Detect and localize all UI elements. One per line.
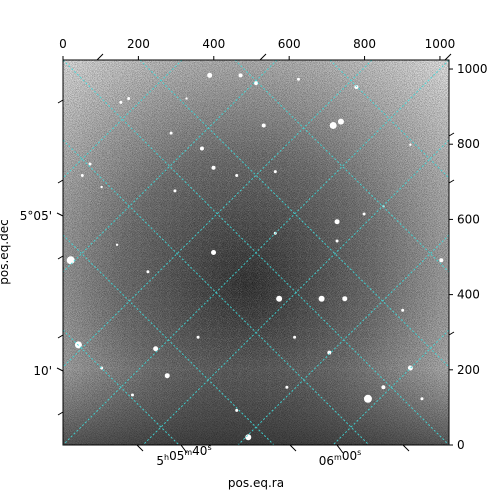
source-3 [296, 77, 300, 81]
source-18 [173, 189, 177, 193]
source-35 [196, 335, 200, 339]
right-tick-label-5: 1000 [457, 62, 488, 76]
right-grid-tick-0 [448, 132, 455, 137]
source-17 [235, 174, 239, 177]
ra-axis: 5h05m40s 06m00s [96, 53, 452, 468]
source-28 [115, 243, 119, 246]
grid-line-8 [142, 139, 449, 445]
source-27 [146, 270, 150, 274]
grid-line-10 [332, 329, 449, 445]
top-tick-label-1: 200 [127, 37, 150, 51]
source-31 [342, 296, 348, 302]
ra-minor-tick-1 [259, 53, 267, 61]
dec-axis: 5°05' 10' [20, 99, 455, 416]
x-axis-label: pos.eq.ra [228, 476, 284, 490]
source-8 [337, 118, 344, 125]
coordinate-grid [63, 60, 449, 445]
source-13 [273, 170, 277, 174]
top-tick-label-0: 0 [59, 37, 67, 51]
source-33 [153, 346, 159, 352]
source-39 [285, 385, 289, 389]
dec-minor-tick-3 [57, 334, 64, 339]
source-6 [127, 97, 131, 100]
dec-minor-tick-4 [57, 411, 64, 416]
dec-tick-label-0: 5°05' [20, 209, 52, 223]
grid-line-3 [63, 329, 180, 445]
plot-frame [62, 59, 450, 446]
top-tick-label-2: 400 [202, 37, 225, 51]
ra-tick-label-1: 06m00s [319, 448, 362, 468]
source-12 [211, 165, 216, 170]
right-tick-label-2: 400 [457, 288, 480, 302]
top-tick-label-5: 1000 [425, 37, 456, 51]
y-axis-label: pos.eq.dec [0, 219, 11, 284]
ra-minor-tick-2 [444, 53, 452, 61]
ra-tick-0 [180, 444, 188, 454]
dec-tick-1 [56, 367, 64, 372]
source-16 [100, 185, 103, 189]
source-26 [335, 239, 339, 243]
ra-minor-tick-3 [136, 444, 144, 452]
source-24 [211, 250, 217, 255]
right-tick-label-1: 200 [457, 363, 480, 377]
source-46 [293, 335, 297, 339]
dec-tick-label-1: 10' [33, 364, 52, 378]
grid-line-9 [237, 234, 449, 445]
source-34 [327, 350, 332, 355]
dec-minor-tick-2 [57, 255, 64, 260]
source-41 [381, 385, 386, 390]
right-tick-label-4: 800 [457, 137, 480, 151]
grid-line-7 [63, 60, 449, 445]
source-15 [80, 174, 84, 177]
right-tick-label-3: 600 [457, 212, 480, 226]
source-49 [185, 97, 188, 100]
grid-line-11 [63, 60, 373, 368]
source-30 [318, 295, 325, 302]
dec-tick-0 [56, 212, 64, 217]
ra-minor-tick-5 [402, 444, 410, 452]
source-11 [199, 146, 204, 151]
top-pixel-axis: 0 200 400 600 800 1000 [59, 37, 455, 60]
ra-tick-label-0: 5h05m40s [156, 443, 211, 468]
source-14 [88, 162, 92, 166]
source-43 [245, 434, 252, 441]
source-7 [329, 121, 337, 129]
source-1 [238, 73, 243, 78]
source-45 [420, 397, 424, 401]
source-40 [363, 394, 372, 403]
right-tick-label-0: 0 [457, 438, 465, 452]
source-44 [235, 408, 239, 412]
dec-minor-tick-0 [57, 99, 64, 104]
source-23 [439, 258, 444, 263]
source-22 [66, 256, 75, 265]
top-tick-label-3: 600 [278, 37, 301, 51]
source-4 [119, 100, 123, 104]
source-2 [254, 81, 258, 86]
ra-tick-1 [336, 444, 344, 454]
sky-image [63, 60, 449, 445]
ra-minor-tick-4 [289, 444, 297, 452]
ra-minor-tick-0 [96, 53, 104, 61]
source-47 [401, 308, 405, 312]
top-tick-label-4: 800 [353, 37, 376, 51]
right-grid-tick-1 [448, 179, 455, 184]
right-pixel-axis: 0 200 400 600 800 1000 [449, 62, 488, 452]
right-grid-tick-2 [448, 331, 455, 336]
source-48 [409, 143, 412, 146]
dec-minor-tick-1 [57, 179, 64, 184]
source-29 [276, 295, 283, 302]
source-5 [354, 84, 359, 89]
source-0 [207, 72, 213, 78]
source-9 [261, 123, 266, 128]
source-38 [130, 393, 134, 397]
source-37 [164, 373, 170, 379]
source-10 [169, 131, 173, 135]
source-20 [362, 212, 366, 216]
source-19 [334, 219, 340, 225]
